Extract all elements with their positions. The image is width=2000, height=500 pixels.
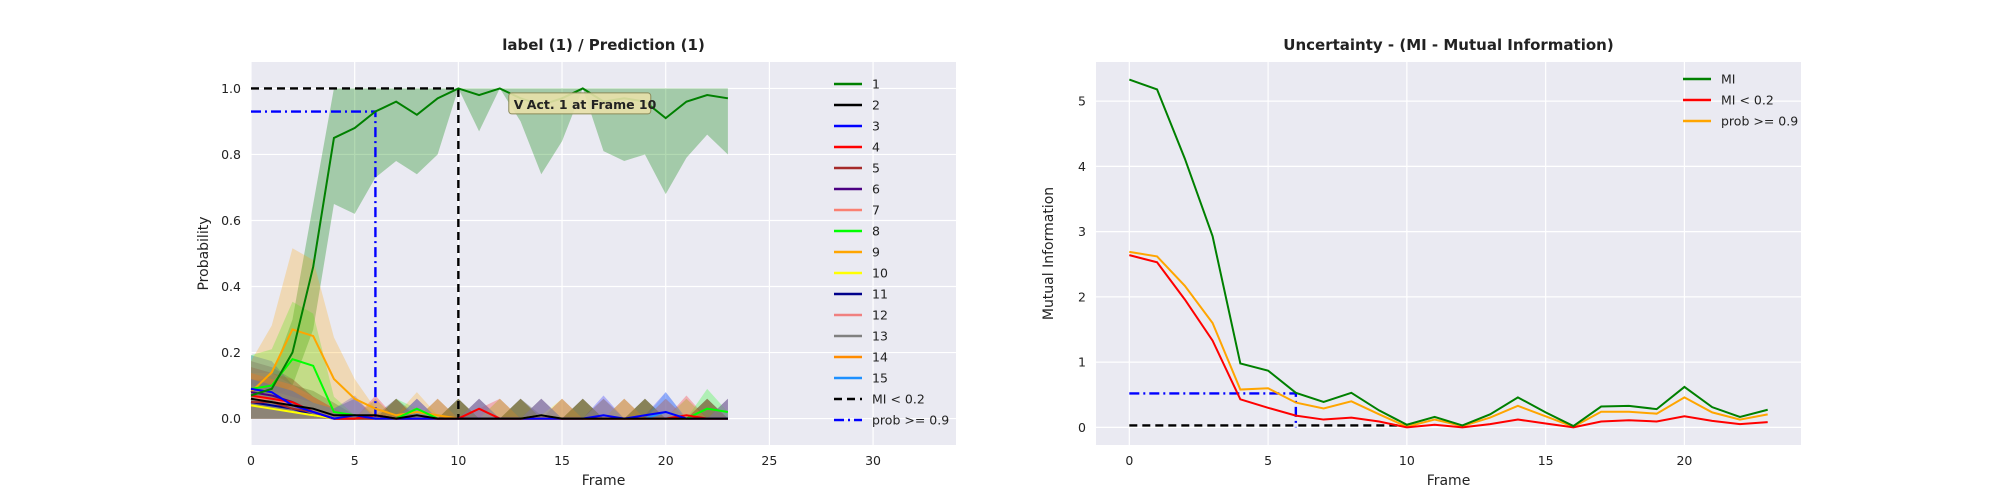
x-tick-label: 5 bbox=[351, 453, 359, 468]
y-tick-label: 0.2 bbox=[221, 345, 241, 360]
y-tick-label: 1.0 bbox=[221, 81, 241, 96]
legend-label: 12 bbox=[872, 308, 888, 323]
legend-label: MI < 0.2 bbox=[1721, 93, 1774, 108]
x-tick-label: 20 bbox=[658, 453, 674, 468]
band-11 bbox=[251, 378, 728, 419]
x-tick-label: 0 bbox=[1125, 453, 1133, 468]
y-tick-label: 2 bbox=[1078, 289, 1086, 304]
band-12 bbox=[251, 373, 728, 419]
legend-label: MI < 0.2 bbox=[872, 392, 925, 407]
x-axis-label: Frame bbox=[582, 473, 626, 489]
band-3 bbox=[251, 355, 728, 419]
chart-uncertainty: 0 5 10 15 20 0 1 2 3 4 5 Uncertainty - (MI - Mutual… bbox=[1041, 36, 1801, 489]
y-tick-label: 0.8 bbox=[221, 147, 241, 162]
x-tick-label: 20 bbox=[1676, 453, 1692, 468]
chart-title: label (1) / Prediction (1) bbox=[502, 36, 705, 54]
series-line-prob >= 0.9 bbox=[1129, 250, 1768, 428]
legend-label: 3 bbox=[872, 119, 880, 134]
band-9 bbox=[251, 248, 728, 419]
x-tick-label: 5 bbox=[1264, 453, 1272, 468]
series-line-MI bbox=[1128, 78, 1768, 428]
confidence-band-1 bbox=[251, 88, 728, 406]
y-tick-label: 0.0 bbox=[221, 411, 241, 426]
band-2 bbox=[251, 373, 728, 419]
chart-title: Uncertainty - (MI - Mutual Information) bbox=[1283, 36, 1613, 54]
band-5 bbox=[251, 378, 728, 419]
legend-label: 4 bbox=[872, 140, 880, 155]
x-tick-label: 15 bbox=[1538, 453, 1554, 468]
legend-label: 1 bbox=[872, 77, 880, 92]
legend-label: 10 bbox=[872, 266, 888, 281]
reference-line bbox=[251, 87, 460, 419]
band-6 bbox=[251, 361, 728, 419]
x-tick-label: 30 bbox=[865, 453, 881, 468]
x-tick-label: 0 bbox=[247, 453, 255, 468]
y-tick-label: 1 bbox=[1078, 355, 1086, 370]
series-line-2 bbox=[250, 397, 728, 420]
band-15 bbox=[251, 378, 728, 419]
legend-label: prob >= 0.9 bbox=[1721, 114, 1798, 129]
y-tick-label: 4 bbox=[1078, 159, 1086, 174]
legend-label: 8 bbox=[872, 224, 880, 239]
legend-label: 14 bbox=[872, 350, 888, 365]
plot-area bbox=[1096, 62, 1801, 445]
legend-label: 7 bbox=[872, 203, 880, 218]
legend-label: 15 bbox=[872, 371, 888, 386]
x-axis-label: Frame bbox=[1427, 473, 1471, 489]
x-tick-label: 10 bbox=[1399, 453, 1415, 468]
legend-label: 11 bbox=[872, 287, 888, 302]
legend-label: prob >= 0.9 bbox=[872, 413, 949, 428]
band-14 bbox=[251, 373, 728, 419]
x-tick-label: 25 bbox=[761, 453, 777, 468]
y-tick-label: 0 bbox=[1078, 420, 1086, 435]
annotation-box bbox=[508, 92, 652, 115]
legend-label: 2 bbox=[872, 98, 880, 113]
x-tick-label: 10 bbox=[450, 453, 466, 468]
annotation-text: Act. 1 at Frame 10 bbox=[527, 97, 657, 112]
legend: MI MI < 0.2 prob >= 0.9 bbox=[1683, 72, 1798, 129]
y-tick-label: 3 bbox=[1078, 224, 1086, 239]
annotation-marker: V bbox=[514, 97, 524, 112]
y-tick-label: 0.4 bbox=[221, 279, 241, 294]
legend-label: MI bbox=[1721, 72, 1735, 87]
y-axis-label: Probability bbox=[196, 216, 212, 290]
y-axis-label: Mutual Information bbox=[1041, 187, 1057, 320]
legend-label: 6 bbox=[872, 182, 880, 197]
y-tick-label: 5 bbox=[1078, 94, 1086, 109]
legend-label: 9 bbox=[872, 245, 880, 260]
legend-label: 13 bbox=[872, 329, 888, 344]
x-tick-label: 15 bbox=[554, 453, 570, 468]
legend-label: 5 bbox=[872, 161, 880, 176]
series-line-MI < 0.2 bbox=[1129, 254, 1768, 429]
band-10 bbox=[251, 384, 728, 419]
y-tick-label: 0.6 bbox=[221, 213, 241, 228]
